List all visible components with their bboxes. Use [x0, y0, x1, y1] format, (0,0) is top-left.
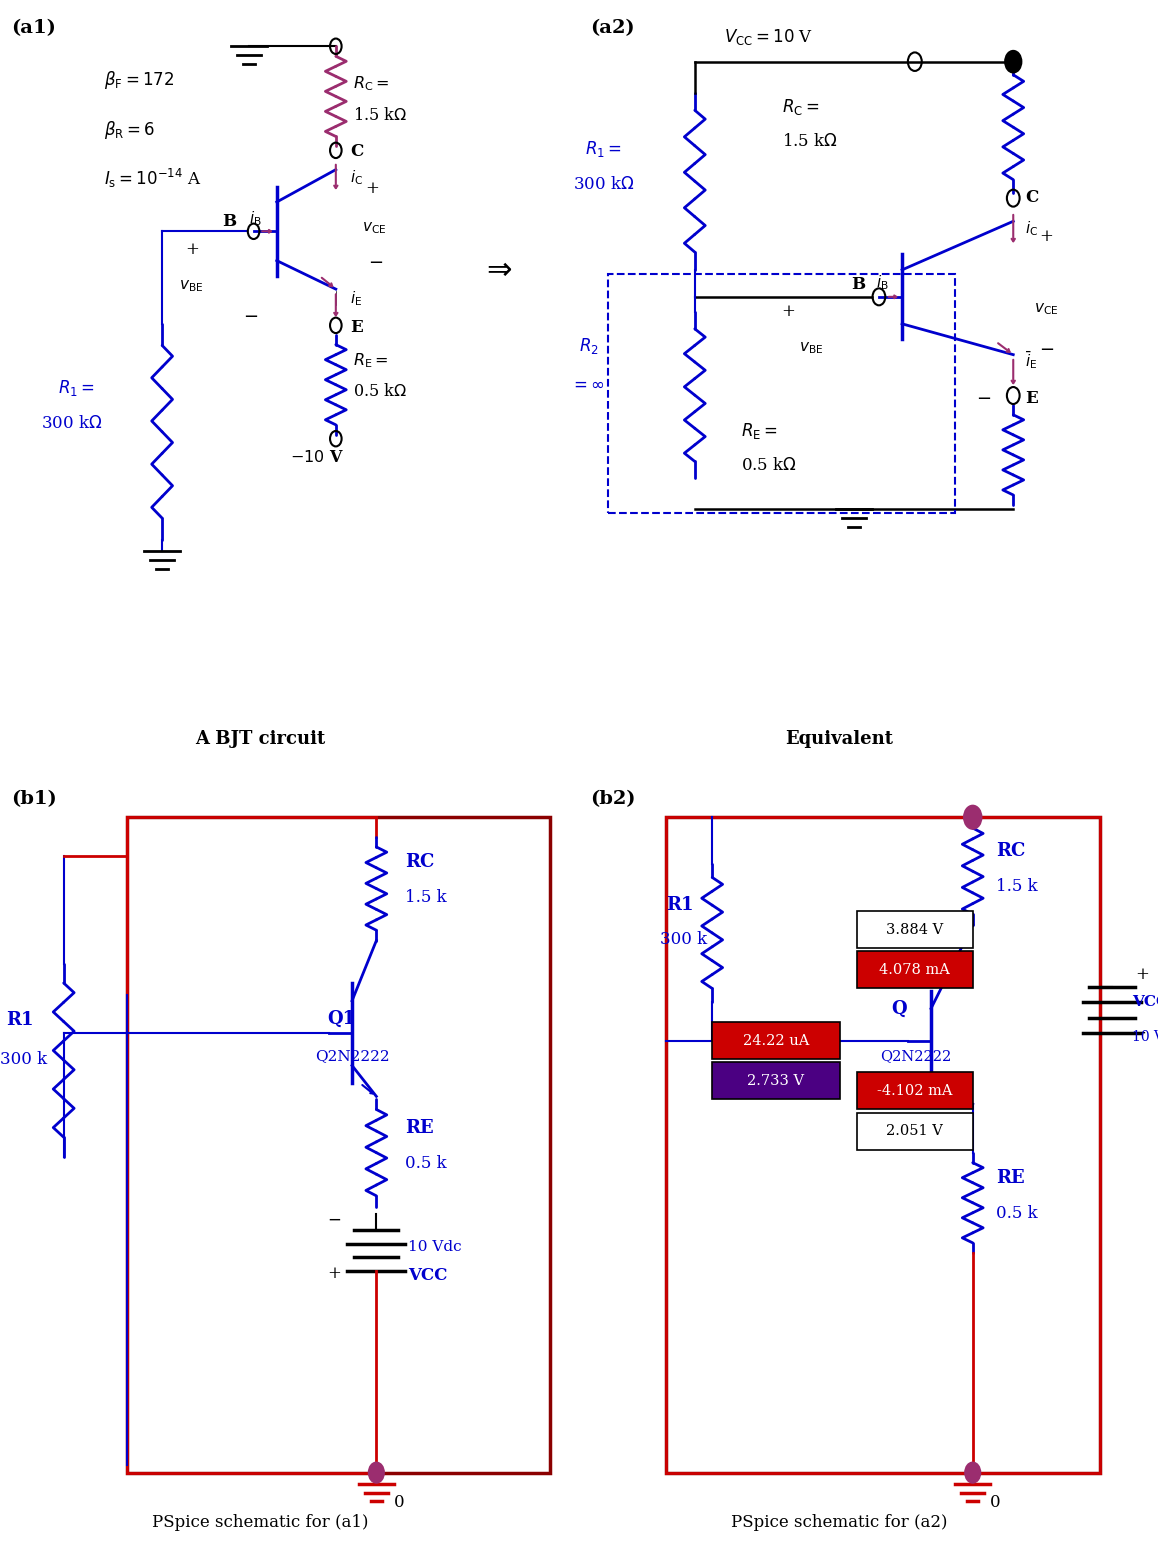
Text: R1: R1	[666, 896, 694, 914]
Text: $-$: $-$	[328, 1210, 342, 1227]
Text: $\Rightarrow$: $\Rightarrow$	[481, 256, 513, 284]
Text: $v_{\rm CE}$: $v_{\rm CE}$	[1034, 301, 1058, 318]
Text: +: +	[185, 242, 199, 259]
Text: $v_{\rm BE}$: $v_{\rm BE}$	[799, 339, 823, 356]
Text: +: +	[365, 180, 379, 197]
Text: 0.5 k$\Omega$: 0.5 k$\Omega$	[353, 384, 408, 401]
Text: RE: RE	[405, 1119, 434, 1138]
Text: 10 Vdc: 10 Vdc	[1133, 1030, 1158, 1044]
Text: $R_1=$: $R_1=$	[58, 378, 95, 398]
Bar	[857, 1113, 973, 1150]
Text: RE: RE	[996, 1169, 1025, 1187]
Text: C: C	[350, 143, 364, 160]
Text: $-$: $-$	[368, 251, 383, 270]
Text: 1.5 k$\Omega$: 1.5 k$\Omega$	[782, 134, 837, 151]
Text: $i_{\rm C}$: $i_{\rm C}$	[1025, 219, 1038, 237]
Text: 0.5 k: 0.5 k	[405, 1155, 447, 1172]
Text: 1.5 k$\Omega$: 1.5 k$\Omega$	[353, 106, 408, 123]
Text: PSpice schematic for (a1): PSpice schematic for (a1)	[153, 1514, 368, 1531]
Text: 1.5 k: 1.5 k	[996, 877, 1038, 894]
Circle shape	[965, 1462, 981, 1483]
Text: $-$: $-$	[1040, 339, 1055, 358]
Text: 2.051 V: 2.051 V	[886, 1124, 944, 1138]
Text: (a2): (a2)	[591, 19, 636, 37]
Text: PSpice schematic for (a2): PSpice schematic for (a2)	[732, 1514, 947, 1531]
Text: $\beta_{\rm R}=6$: $\beta_{\rm R}=6$	[104, 119, 155, 140]
Text: 0.5 k: 0.5 k	[996, 1206, 1038, 1223]
Text: $i_{\rm B}$: $i_{\rm B}$	[249, 210, 262, 228]
Text: 0: 0	[394, 1494, 404, 1511]
Bar	[712, 1062, 840, 1099]
Text: +: +	[782, 304, 796, 321]
Bar	[666, 817, 1100, 1473]
Text: Q2N2222: Q2N2222	[315, 1049, 390, 1062]
Text: RC: RC	[996, 842, 1025, 860]
Text: Q1: Q1	[327, 1010, 356, 1029]
Text: VCC: VCC	[1133, 995, 1158, 1008]
Text: +: +	[1135, 967, 1149, 984]
Text: 300 k$\Omega$: 300 k$\Omega$	[573, 176, 635, 193]
Text: 24.22 uA: 24.22 uA	[742, 1033, 809, 1049]
Text: $-$: $-$	[975, 387, 991, 406]
Text: R1: R1	[6, 1012, 34, 1030]
Circle shape	[963, 805, 981, 830]
Bar	[857, 951, 973, 988]
Text: 10 Vdc: 10 Vdc	[409, 1240, 462, 1254]
Text: (b2): (b2)	[591, 790, 636, 808]
Text: $R_2$: $R_2$	[579, 336, 599, 356]
Text: B: B	[851, 276, 865, 293]
Text: $i_{\rm E}$: $i_{\rm E}$	[350, 288, 362, 308]
Bar	[712, 1022, 840, 1059]
Text: $R_{\rm C}=$: $R_{\rm C}=$	[782, 97, 819, 117]
Text: (a1): (a1)	[12, 19, 57, 37]
Text: RC: RC	[405, 853, 434, 871]
Text: 300 k: 300 k	[660, 931, 708, 948]
Text: 300 k: 300 k	[0, 1052, 47, 1069]
Text: 300 k$\Omega$: 300 k$\Omega$	[41, 415, 102, 432]
Text: $-$: $-$	[1133, 1024, 1146, 1041]
Text: (b1): (b1)	[12, 790, 58, 808]
Text: $-$: $-$	[243, 305, 258, 324]
Text: 4.078 mA: 4.078 mA	[879, 962, 951, 978]
Text: Q2N2222: Q2N2222	[880, 1049, 952, 1062]
Text: $R_{\rm E}=$: $R_{\rm E}=$	[353, 352, 389, 370]
Text: 2.733 V: 2.733 V	[747, 1073, 805, 1089]
Text: Q: Q	[892, 999, 907, 1018]
Text: +: +	[328, 1264, 340, 1281]
Text: $v_{\rm CE}$: $v_{\rm CE}$	[362, 221, 387, 236]
Text: $R_{\rm C}=$: $R_{\rm C}=$	[353, 74, 389, 94]
Text: Equivalent: Equivalent	[785, 729, 894, 748]
Text: $=\infty$: $=\infty$	[571, 376, 604, 393]
Text: $R_{\rm E}=$: $R_{\rm E}=$	[741, 421, 778, 441]
Text: 1.5 k: 1.5 k	[405, 890, 447, 907]
Text: $i_{\rm C}$: $i_{\rm C}$	[350, 168, 364, 188]
Text: $-10$ V: $-10$ V	[290, 449, 344, 466]
Circle shape	[368, 1462, 384, 1483]
Text: $\bar{i}_{\rm E}$: $\bar{i}_{\rm E}$	[1025, 348, 1038, 372]
Text: E: E	[1025, 390, 1038, 407]
Text: E: E	[350, 319, 364, 336]
Text: B: B	[222, 213, 236, 230]
Bar	[857, 1073, 973, 1110]
Text: $I_{\rm s}=10^{-14}$ A: $I_{\rm s}=10^{-14}$ A	[104, 167, 201, 190]
Text: 0: 0	[990, 1494, 1001, 1511]
Text: $i_{\rm B}$: $i_{\rm B}$	[875, 273, 888, 291]
Text: +: +	[1040, 228, 1053, 245]
Text: A BJT circuit: A BJT circuit	[196, 729, 325, 748]
Bar	[608, 274, 955, 512]
Text: -4.102 mA: -4.102 mA	[877, 1084, 953, 1098]
Text: 3.884 V: 3.884 V	[886, 922, 944, 938]
Text: $v_{\rm BE}$: $v_{\rm BE}$	[179, 278, 204, 295]
Text: $V_{\rm CC}=10$ V: $V_{\rm CC}=10$ V	[724, 28, 813, 48]
Bar	[127, 817, 550, 1473]
Text: C: C	[1025, 190, 1038, 207]
Text: VCC: VCC	[409, 1268, 448, 1284]
Text: $R_1=$: $R_1=$	[585, 139, 622, 159]
Bar	[857, 911, 973, 948]
Text: 0.5 k$\Omega$: 0.5 k$\Omega$	[741, 458, 797, 475]
Circle shape	[1005, 51, 1021, 72]
Text: $\beta_{\rm F}=172$: $\beta_{\rm F}=172$	[104, 69, 175, 91]
